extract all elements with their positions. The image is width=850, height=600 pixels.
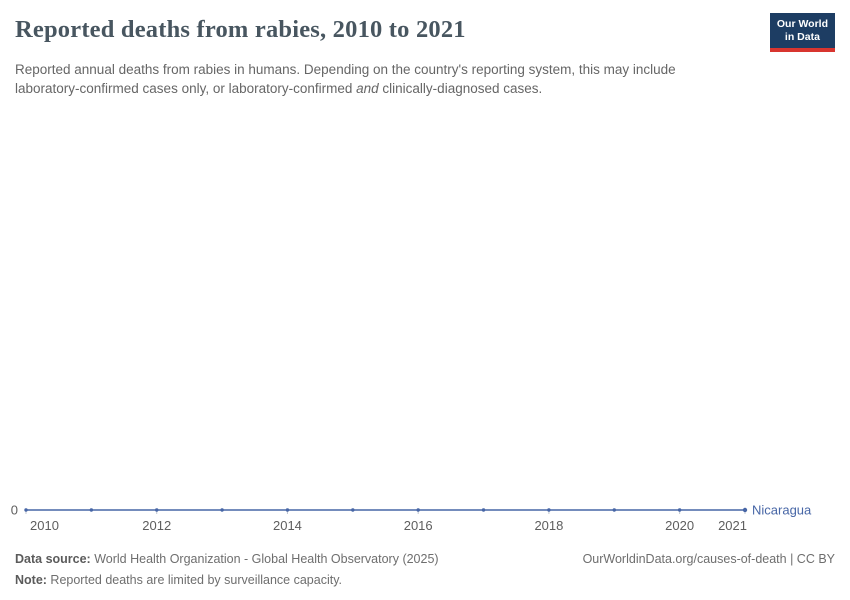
owid-citation-link[interactable]: OurWorldinData.org/causes-of-death | CC …: [582, 552, 835, 566]
footer-row-1: Data source: World Health Organization -…: [15, 549, 835, 570]
subtitle-italic-word: and: [356, 80, 379, 96]
chart-subtitle: Reported annual deaths from rabies in hu…: [15, 61, 757, 98]
data-point[interactable]: [155, 508, 159, 512]
owid-logo[interactable]: Our World in Data: [769, 13, 835, 52]
owid-logo-line2: in Data: [784, 31, 820, 43]
note-label: Note:: [15, 572, 47, 587]
data-point[interactable]: [612, 508, 616, 512]
note-value: Reported deaths are limited by surveilla…: [46, 572, 343, 587]
plot-area[interactable]: 2010 2012 2014 2016 2018 2020 2021 0 Nicaragua: [0, 98, 850, 549]
chart-title: Reported deaths from rabies, 2010 to 202…: [15, 16, 466, 43]
data-source-value: World Health Organization - Global Healt…: [90, 552, 439, 566]
data-point[interactable]: [220, 508, 224, 512]
x-axis-tick-label: 2020: [665, 518, 694, 533]
subtitle-line2-end: clinically-diagnosed cases.: [378, 80, 543, 96]
data-source-line: Data source: World Health Organization -…: [15, 549, 439, 570]
data-source-label: Data source:: [15, 552, 91, 566]
data-point[interactable]: [89, 508, 94, 512]
data-point[interactable]: [416, 508, 420, 512]
data-point[interactable]: [351, 508, 355, 512]
chart-header: Reported deaths from rabies, 2010 to 202…: [0, 0, 850, 52]
x-axis-tick-label: 2010: [30, 518, 59, 533]
x-axis-tick-label: 2012: [142, 518, 171, 533]
data-point[interactable]: [24, 508, 28, 512]
x-axis-tick-label: 2018: [534, 518, 563, 533]
data-point[interactable]: [285, 508, 290, 512]
x-axis-tick-label: 2014: [273, 518, 302, 533]
x-axis-tick-label: 2016: [404, 518, 433, 533]
data-point[interactable]: [547, 508, 551, 512]
subtitle-line1: Reported annual deaths from rabies in hu…: [15, 62, 676, 77]
subtitle-line2-start: laboratory-confirmed cases only, or labo…: [15, 80, 357, 96]
owid-logo-line1: Our World: [776, 18, 828, 30]
data-point-end[interactable]: [742, 507, 748, 513]
line-chart-canvas[interactable]: 2010 2012 2014 2016 2018 2020 2021 0 Nicaragua: [0, 503, 850, 549]
data-point[interactable]: [677, 508, 682, 512]
y-axis-zero-label: 0: [11, 503, 18, 518]
data-point[interactable]: [481, 508, 486, 512]
entity-label-nicaragua[interactable]: Nicaragua: [752, 503, 812, 518]
chart-footer: Data source: World Health Organization -…: [0, 549, 850, 600]
note-line: Note: Reported deaths are limited by sur…: [15, 570, 835, 591]
x-axis-tick-label: 2021: [718, 518, 747, 533]
